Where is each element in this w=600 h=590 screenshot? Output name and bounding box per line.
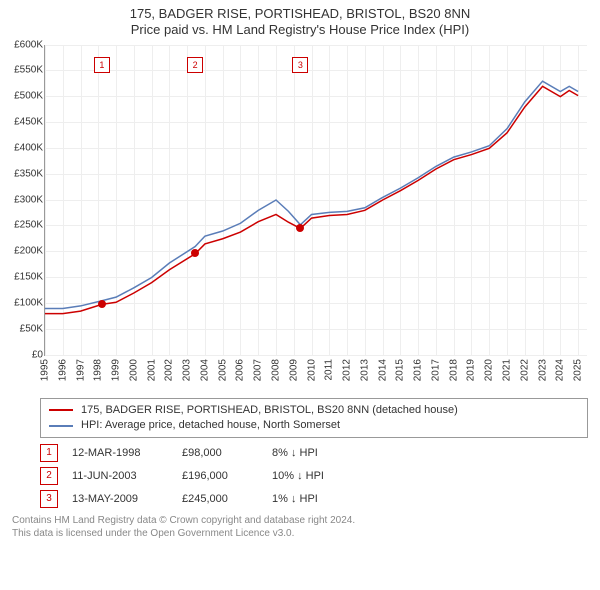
transaction-price: £245,000 — [182, 493, 272, 505]
x-axis-label: 2017 — [430, 359, 441, 381]
page: 175, BADGER RISE, PORTISHEAD, BRISTOL, B… — [0, 0, 600, 590]
chart-dot-3 — [296, 224, 304, 232]
x-axis-label: 2007 — [253, 359, 264, 381]
y-axis-label: £550K — [14, 65, 43, 76]
title-line-1: 175, BADGER RISE, PORTISHEAD, BRISTOL, B… — [0, 6, 600, 22]
legend-label: 175, BADGER RISE, PORTISHEAD, BRISTOL, B… — [81, 403, 458, 418]
x-axis-label: 2025 — [573, 359, 584, 381]
x-axis-label: 2003 — [182, 359, 193, 381]
transaction-price: £98,000 — [182, 447, 272, 459]
y-axis-label: £350K — [14, 168, 43, 179]
transaction-row: 2 11-JUN-2003£196,00010% ↓ HPI — [40, 467, 588, 485]
x-axis-label: 2012 — [342, 359, 353, 381]
transaction-marker: 3 — [40, 490, 58, 508]
series-property — [45, 86, 578, 313]
transaction-hpi-delta: 10% ↓ HPI — [272, 470, 372, 482]
legend-label: HPI: Average price, detached house, Nort… — [81, 418, 340, 433]
legend-item: HPI: Average price, detached house, Nort… — [49, 418, 579, 433]
chart-dot-2 — [191, 249, 199, 257]
transaction-marker: 2 — [40, 467, 58, 485]
legend: 175, BADGER RISE, PORTISHEAD, BRISTOL, B… — [40, 398, 588, 439]
x-axis-label: 1995 — [40, 359, 51, 381]
transaction-date: 11-JUN-2003 — [72, 470, 182, 482]
transaction-date: 12-MAR-1998 — [72, 447, 182, 459]
legend-item: 175, BADGER RISE, PORTISHEAD, BRISTOL, B… — [49, 403, 579, 418]
x-axis-label: 2010 — [306, 359, 317, 381]
footnote-line-1: Contains HM Land Registry data © Crown c… — [12, 514, 588, 527]
series-hpi — [45, 81, 578, 308]
transaction-row: 3 13-MAY-2009£245,0001% ↓ HPI — [40, 490, 588, 508]
x-axis-label: 2011 — [324, 359, 335, 381]
x-axis-label: 2018 — [448, 359, 459, 381]
y-axis-label: £250K — [14, 220, 43, 231]
chart-marker-3: 3 — [292, 57, 308, 73]
y-axis-label: £400K — [14, 142, 43, 153]
x-axis-label: 2019 — [466, 359, 477, 381]
chart-lines — [45, 45, 587, 355]
y-axis-label: £600K — [14, 39, 43, 50]
y-axis-label: £150K — [14, 272, 43, 283]
x-axis-label: 1999 — [111, 359, 122, 381]
x-axis-label: 2006 — [235, 359, 246, 381]
footnote: Contains HM Land Registry data © Crown c… — [12, 514, 588, 540]
transaction-hpi-delta: 8% ↓ HPI — [272, 447, 372, 459]
x-axis-label: 2009 — [288, 359, 299, 381]
chart-marker-1: 1 — [94, 57, 110, 73]
chart-dot-1 — [98, 300, 106, 308]
x-axis-label: 2014 — [377, 359, 388, 381]
y-axis-label: £200K — [14, 246, 43, 257]
x-axis-label: 2008 — [271, 359, 282, 381]
x-axis-label: 2001 — [146, 359, 157, 381]
x-axis-label: 2021 — [502, 359, 513, 381]
x-axis-label: 2020 — [484, 359, 495, 381]
x-axis-label: 1998 — [93, 359, 104, 381]
x-axis-label: 1997 — [75, 359, 86, 381]
x-axis-label: 2000 — [128, 359, 139, 381]
transaction-hpi-delta: 1% ↓ HPI — [272, 493, 372, 505]
y-axis-label: £300K — [14, 194, 43, 205]
title-line-2: Price paid vs. HM Land Registry's House … — [0, 22, 600, 38]
transactions-table: 1 12-MAR-1998£98,0008% ↓ HPI 2 11-JUN-2003£… — [40, 444, 588, 508]
transaction-marker: 1 — [40, 444, 58, 462]
footnote-line-2: This data is licensed under the Open Gov… — [12, 527, 588, 540]
chart-area: £0£50K£100K£150K£200K£250K£300K£350K£400… — [4, 45, 596, 390]
x-axis-label: 2016 — [413, 359, 424, 381]
x-axis-label: 2022 — [519, 359, 530, 381]
y-axis-label: £50K — [20, 323, 43, 334]
x-axis-label: 2013 — [359, 359, 370, 381]
transaction-price: £196,000 — [182, 470, 272, 482]
x-axis-label: 2015 — [395, 359, 406, 381]
x-axis-label: 2004 — [199, 359, 210, 381]
y-axis-label: £450K — [14, 117, 43, 128]
legend-swatch — [49, 425, 73, 427]
y-axis-label: £100K — [14, 297, 43, 308]
x-axis-label: 2024 — [555, 359, 566, 381]
x-axis-label: 2005 — [217, 359, 228, 381]
x-axis-label: 1996 — [57, 359, 68, 381]
legend-swatch — [49, 409, 73, 411]
x-axis-label: 2002 — [164, 359, 175, 381]
chart-marker-2: 2 — [187, 57, 203, 73]
gridline-horizontal — [45, 355, 587, 356]
transaction-row: 1 12-MAR-1998£98,0008% ↓ HPI — [40, 444, 588, 462]
transaction-date: 13-MAY-2009 — [72, 493, 182, 505]
y-axis-label: £500K — [14, 91, 43, 102]
x-axis-label: 2023 — [537, 359, 548, 381]
chart-plot: £0£50K£100K£150K£200K£250K£300K£350K£400… — [44, 45, 587, 356]
